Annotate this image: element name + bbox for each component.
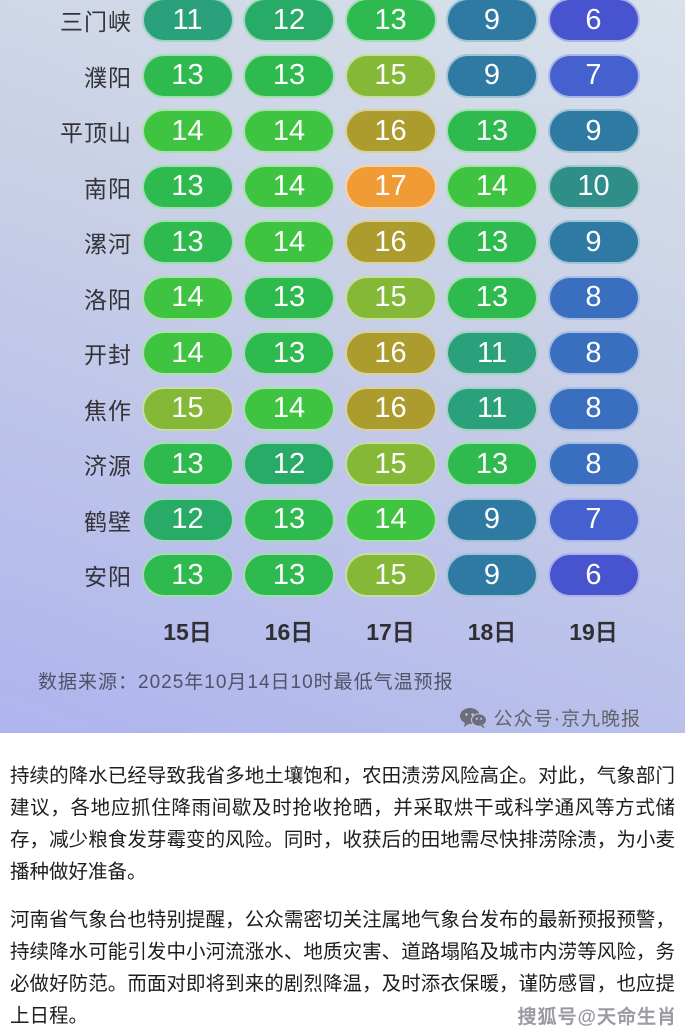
table-row: 焦作 15 14 16 11 8 — [0, 386, 685, 431]
temperature-table: 三门峡 11 12 13 9 6 濮阳 13 13 15 9 7 平顶山 14 14 16 13 9 南阳 13 14 1… — [0, 0, 685, 597]
temp-pill: 15 — [344, 442, 437, 486]
temp-pill: 15 — [344, 53, 437, 98]
table-row: 濮阳 13 13 15 9 7 — [0, 53, 685, 98]
temp-pill: 6 — [547, 0, 640, 42]
temp-pill: 13 — [141, 53, 234, 98]
city-label: 漯河 — [84, 231, 132, 257]
temp-pill: 7 — [547, 53, 640, 98]
temp-pill: 13 — [243, 275, 335, 320]
temp-pill: 9 — [446, 553, 538, 597]
temp-pill: 13 — [243, 497, 335, 542]
temp-pill: 15 — [141, 386, 234, 431]
data-source-note: 数据来源：2025年10月14日10时最低气温预报 — [38, 672, 454, 693]
temp-pill: 10 — [547, 164, 640, 209]
temp-pill: 12 — [243, 442, 335, 486]
temperature-infographic: 三门峡 11 12 13 9 6 濮阳 13 13 15 9 7 平顶山 14 14 16 13 9 南阳 13 14 1… — [0, 0, 685, 733]
table-row: 漯河 13 14 16 13 9 — [0, 220, 685, 264]
date-axis: 15日 16日 17日 18日 19日 — [0, 615, 685, 645]
table-row: 开封 14 13 16 11 8 — [0, 331, 685, 375]
temp-pill: 13 — [446, 442, 538, 486]
city-label: 濮阳 — [84, 64, 132, 91]
paragraph-1: 持续的降水已经导致我省多地土壤饱和，农田渍涝风险高企。对此，气象部门建议，各地应… — [10, 765, 675, 883]
city-label: 焦作 — [84, 397, 132, 424]
credit-line: 公众号·京九晚报 — [0, 704, 685, 731]
temp-pill: 9 — [446, 497, 538, 542]
temp-pill: 8 — [547, 331, 640, 375]
temp-pill: 15 — [344, 275, 437, 320]
watermark: 搜狐号@天命生肖 — [517, 1007, 677, 1028]
table-row: 南阳 13 14 17 14 10 — [0, 164, 685, 209]
table-row: 安阳 13 13 15 9 6 — [0, 553, 685, 597]
temp-pill: 14 — [141, 275, 234, 320]
temp-pill: 17 — [344, 164, 437, 209]
temp-pill: 14 — [141, 331, 234, 375]
temp-pill: 13 — [141, 442, 234, 486]
city-label: 洛阳 — [84, 286, 132, 313]
city-label: 平顶山 — [60, 120, 132, 146]
temp-pill: 14 — [344, 497, 437, 542]
city-label: 安阳 — [84, 564, 132, 590]
date-label: 19日 — [569, 619, 618, 645]
temp-pill: 13 — [446, 220, 538, 264]
temp-pill: 6 — [547, 553, 640, 597]
temp-pill: 7 — [547, 497, 640, 542]
table-row: 济源 13 12 15 13 8 — [0, 442, 685, 486]
table-row: 平顶山 14 14 16 13 9 — [0, 109, 685, 153]
temp-pill: 16 — [344, 386, 437, 431]
date-label: 17日 — [366, 619, 415, 645]
table-row: 洛阳 14 13 15 13 8 — [0, 275, 685, 320]
temp-pill: 9 — [446, 53, 538, 98]
temp-pill: 11 — [446, 331, 538, 375]
temp-pill: 15 — [344, 553, 437, 597]
temp-pill: 11 — [141, 0, 234, 42]
temp-pill: 14 — [141, 109, 234, 153]
date-label: 18日 — [467, 619, 517, 645]
temp-pill: 13 — [344, 0, 437, 42]
city-label: 三门峡 — [60, 9, 132, 35]
temp-pill: 13 — [141, 553, 234, 597]
temp-pill: 8 — [547, 275, 640, 320]
temp-pill: 13 — [243, 553, 335, 597]
temp-pill: 16 — [344, 220, 437, 264]
temp-pill: 13 — [243, 331, 335, 375]
temp-pill: 8 — [547, 442, 640, 486]
city-label: 开封 — [84, 342, 132, 368]
table-row: 三门峡 11 12 13 9 6 — [0, 0, 685, 42]
wechat-icon — [459, 707, 487, 729]
date-label: 16日 — [264, 619, 314, 645]
credit-label: 公众号·京九晚报 — [493, 709, 641, 730]
temp-pill: 13 — [141, 164, 234, 209]
temp-pill: 14 — [243, 109, 335, 153]
temp-pill: 13 — [446, 109, 538, 153]
temp-pill: 16 — [344, 109, 437, 153]
temp-pill: 13 — [243, 53, 335, 98]
city-label: 济源 — [84, 453, 132, 479]
city-label: 鹤壁 — [84, 508, 132, 535]
temp-pill: 16 — [344, 331, 437, 375]
temp-pill: 8 — [547, 386, 640, 431]
temp-pill: 11 — [446, 386, 538, 431]
city-label: 南阳 — [84, 175, 132, 202]
table-row: 鹤壁 12 13 14 9 7 — [0, 497, 685, 542]
temp-pill: 9 — [446, 0, 538, 42]
temp-pill: 14 — [243, 386, 335, 431]
temp-pill: 12 — [141, 497, 234, 542]
date-label: 15日 — [163, 619, 212, 645]
temp-pill: 14 — [446, 164, 538, 209]
temp-pill: 13 — [141, 220, 234, 264]
temp-pill: 13 — [446, 275, 538, 320]
temp-pill: 12 — [243, 0, 335, 42]
temp-pill: 9 — [547, 220, 640, 264]
temp-pill: 14 — [243, 164, 335, 209]
temp-pill: 14 — [243, 220, 335, 264]
temp-pill: 9 — [547, 109, 640, 153]
article-body: 持续的降水已经导致我省多地土壤饱和，农田渍涝风险高企。对此，气象部门建议，各地应… — [0, 733, 685, 1032]
